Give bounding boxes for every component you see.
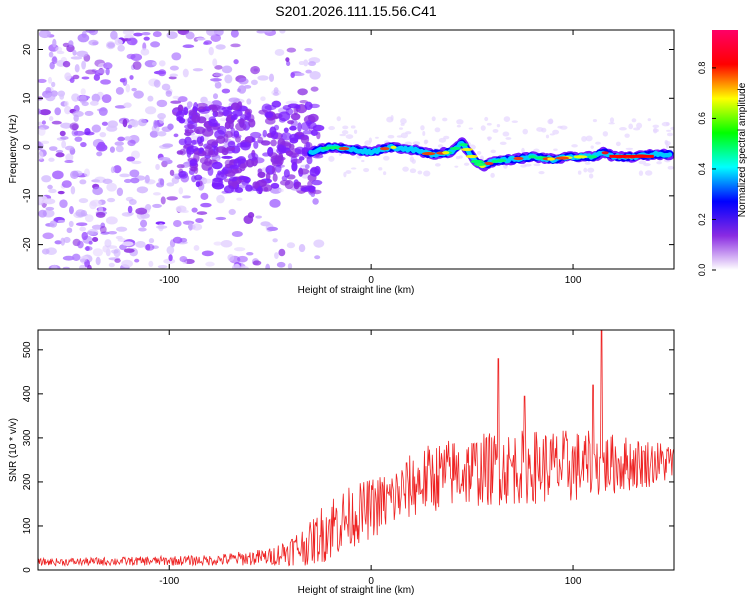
ridge-hotspot (555, 156, 569, 160)
ridge-hotspot (496, 158, 507, 163)
spectrogram-ytick-label-3: 10 (22, 92, 33, 104)
figure-title: S201.2026.111.15.56.C41 (275, 3, 437, 19)
ridge-hotspot (573, 155, 588, 159)
ridge-hotspot (483, 161, 494, 166)
spectrogram-xtick-label-0: -100 (159, 275, 179, 286)
colorbar-ticks: 0.0 0.2 0.4 0.6 0.8 (697, 62, 716, 277)
ridge-hotspot (513, 156, 524, 161)
colorbar-tick-label-3: 0.6 (697, 112, 707, 125)
ridge-hotspot (587, 155, 598, 159)
spectrogram-xtick-label-2: 100 (565, 275, 582, 286)
snr-axes: -100 0 100 0 100 200 300 400 500 (22, 330, 674, 587)
spectrogram-xlabel: Height of straight line (km) (298, 285, 415, 296)
ridge-peak-band (609, 154, 654, 158)
snr-ytick-label-0: 0 (22, 567, 33, 573)
snr-ytick-label-1: 100 (22, 517, 33, 534)
snr-xlabel: Height of straight line (km) (298, 585, 415, 596)
ridge-hotspot (328, 146, 342, 150)
ridge-hotspot (442, 151, 450, 155)
spectrogram-ytick-label-2: 0 (22, 144, 33, 150)
ridge-hotspot (465, 154, 478, 159)
colorbar: 0.0 0.2 0.4 0.6 0.8 Normalized spectral ampl… (697, 30, 748, 276)
colorbar-tick-label-1: 0.2 (697, 213, 707, 226)
snr-line (38, 330, 674, 567)
spectrogram-ytick-label-0: -20 (22, 237, 33, 252)
snr-panel: -100 0 100 0 100 200 300 400 500 Height of strai… (8, 329, 675, 596)
snr-xtick-label-0: -100 (159, 576, 179, 587)
snr-ytick-label-2: 200 (22, 473, 33, 490)
ridge-hotspot (461, 147, 473, 152)
colorbar-tick-label-2: 0.4 (697, 163, 707, 176)
ridge-hotspot (528, 155, 537, 159)
ridge-hotspot (473, 162, 487, 166)
snr-series (38, 330, 674, 567)
ridge-hotspot (470, 160, 484, 164)
ridge-hotspot (459, 143, 469, 147)
spectrogram-xtick-label-1: 0 (368, 275, 374, 286)
ridge-hotspot (390, 145, 397, 149)
spectrogram-ytick-label-1: -10 (22, 188, 33, 203)
snr-ytick-label-3: 300 (22, 429, 33, 446)
ridge-hotspot (421, 152, 436, 156)
snr-frame (37, 329, 675, 571)
snr-xtick-label-2: 100 (565, 576, 582, 587)
ridge-hotspot (547, 157, 556, 161)
colorbar-tick-label-0: 0.0 (697, 264, 707, 277)
ridge-hotspot (379, 147, 390, 151)
spectrogram-ylabel: Frequency (Hz) (8, 115, 19, 184)
ridge-hotspot (601, 151, 609, 155)
ridge-hotspot (491, 159, 499, 163)
colorbar-tick-label-4: 0.8 (697, 62, 707, 75)
spectrogram-frame (37, 29, 675, 270)
colorbar-scale (712, 30, 738, 270)
spectrogram-ytick-label-4: 20 (22, 44, 33, 56)
colorbar-label: Normalized spectral amplitude (737, 82, 748, 217)
spectrogram-cells (38, 30, 674, 269)
snr-ylabel: SNR (10 * v/v) (8, 418, 19, 482)
ridge-hotspot (338, 147, 350, 151)
snr-xtick-label-1: 0 (368, 576, 374, 587)
snr-ytick-label-5: 500 (22, 341, 33, 358)
ridge-hotspot (449, 146, 462, 151)
snr-ytick-label-4: 400 (22, 385, 33, 402)
